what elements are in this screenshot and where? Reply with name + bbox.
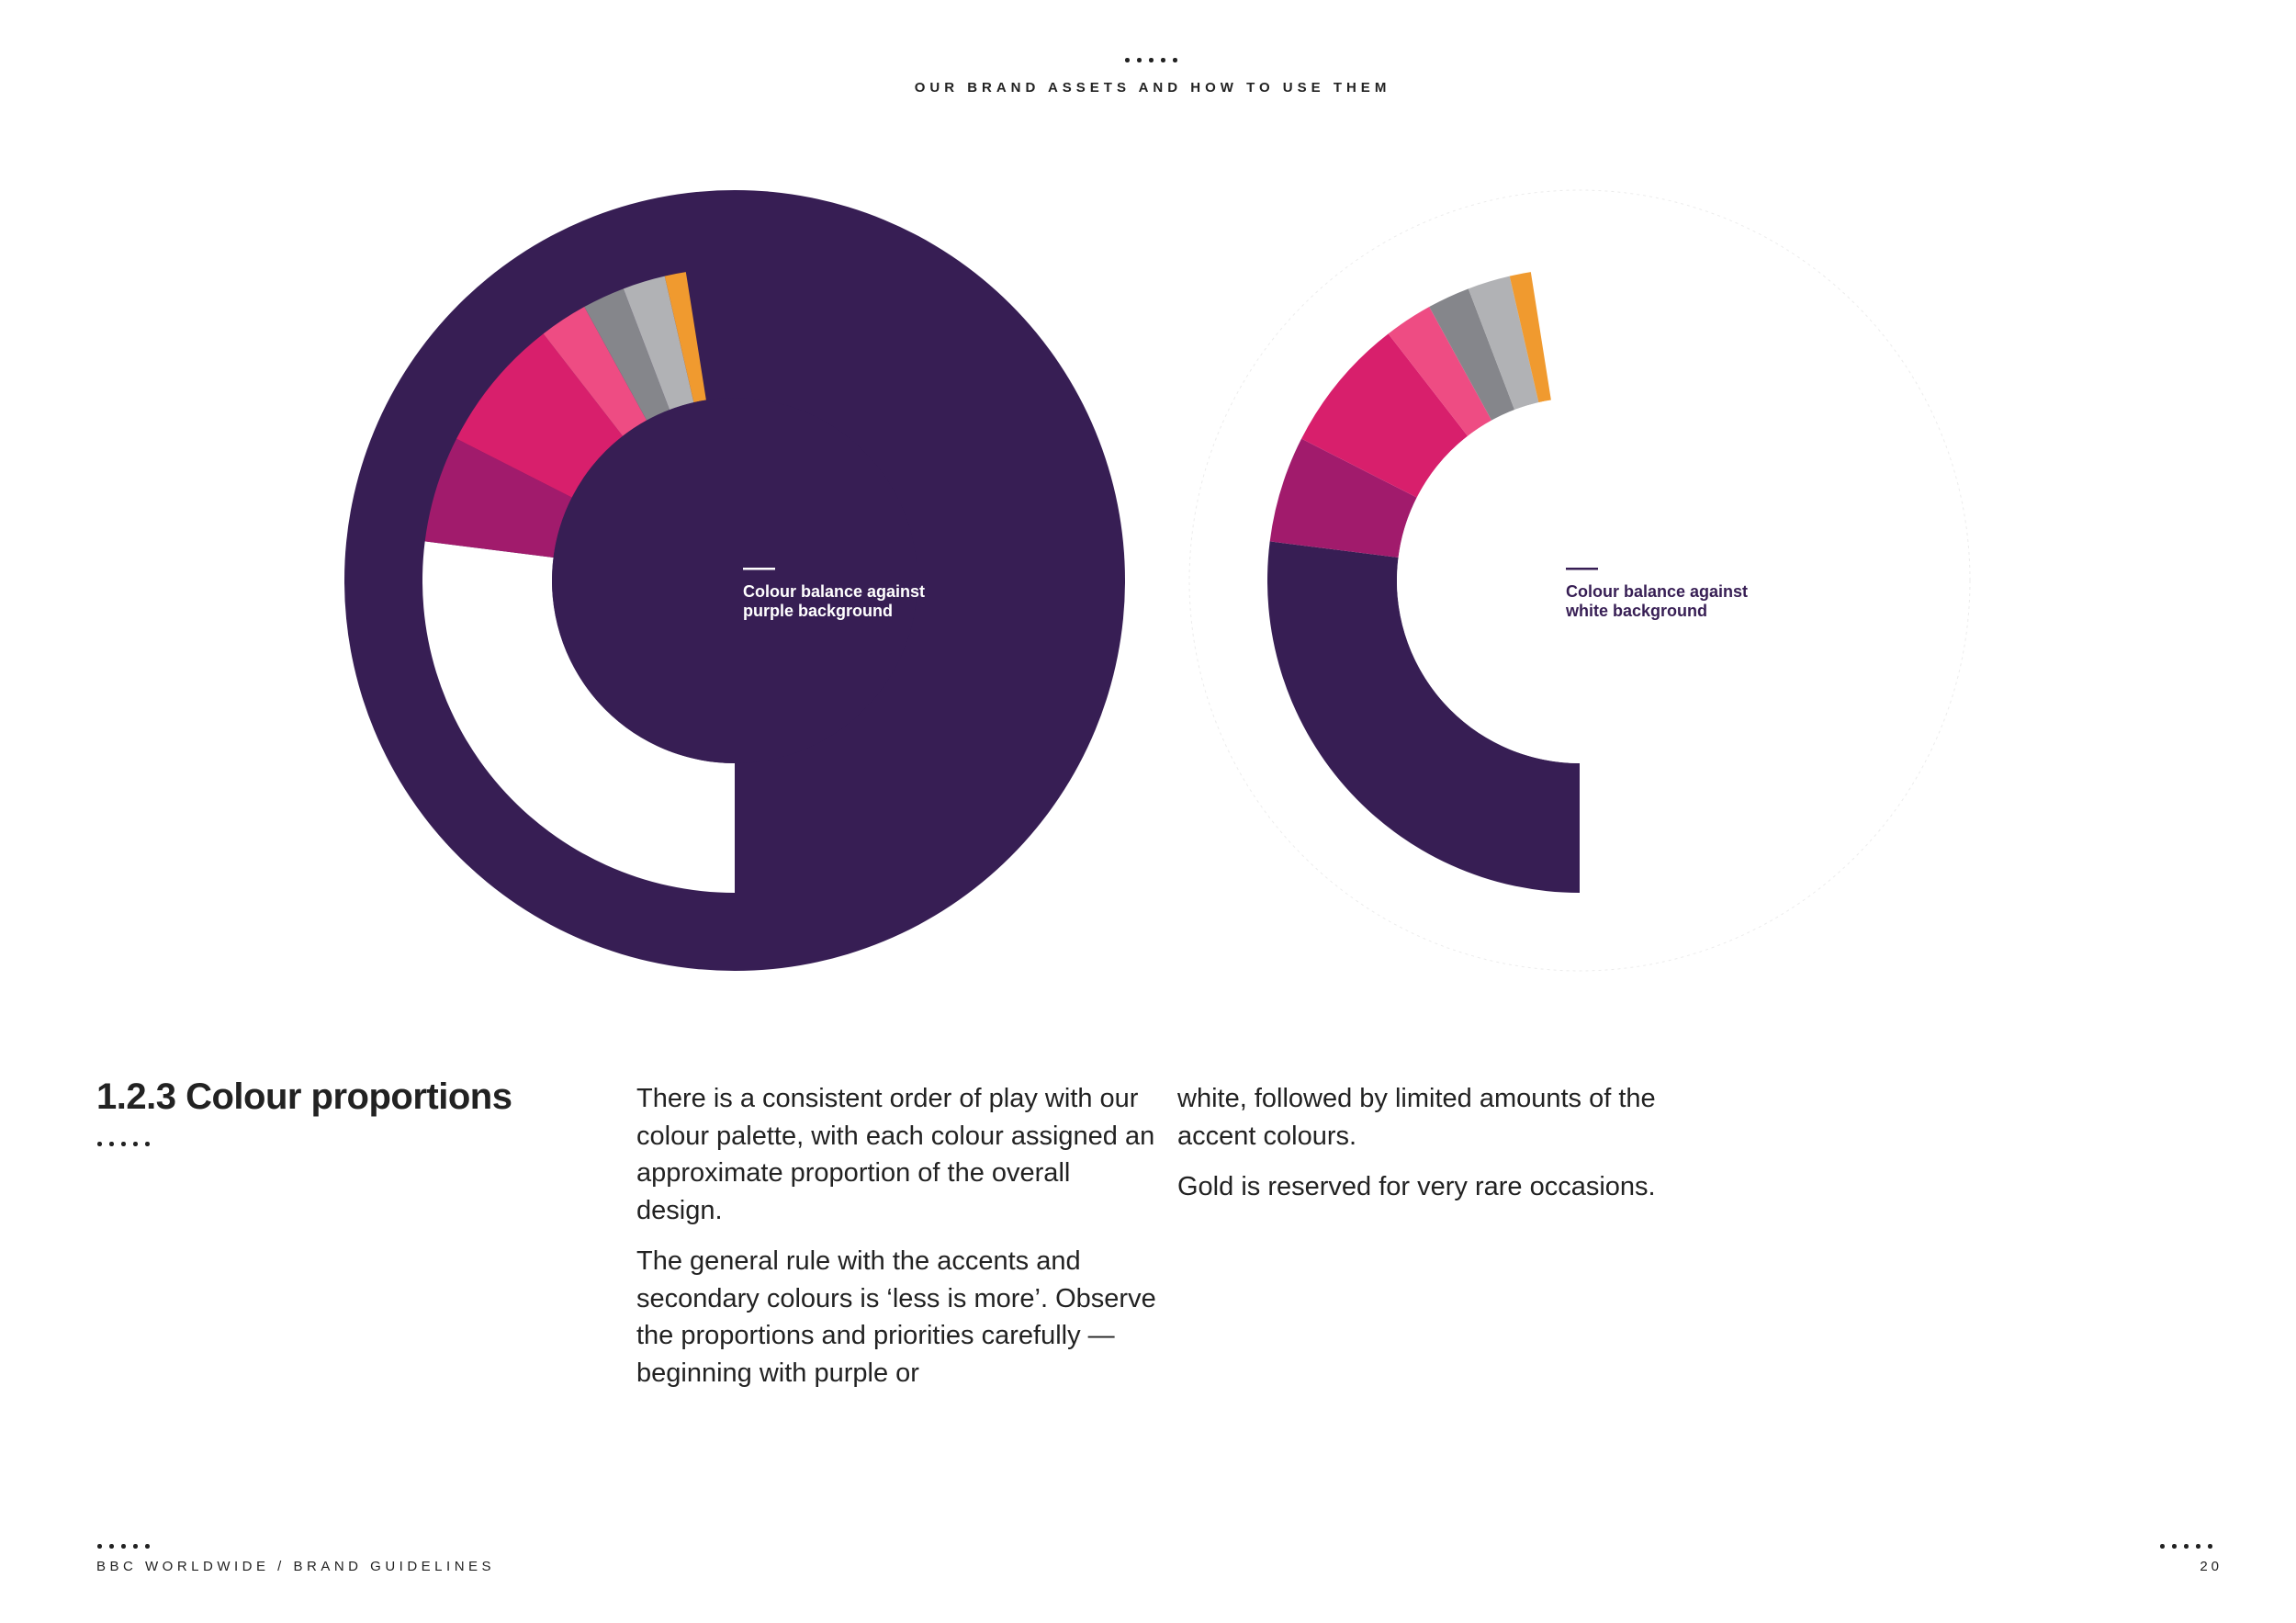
chart-white-background: Colour balance against white background [1188,189,1971,972]
caption-rule [1566,568,1598,570]
header-dots [1125,58,1177,62]
chart-purple-background: Colour balance against purple background [344,190,1125,971]
chart-segment-pink [543,307,647,436]
body-paragraph: The general rule with the accents and se… [636,1246,1156,1388]
chart-segment-plum [424,438,572,558]
colour-proportion-charts: Colour balance against purple background… [344,189,1971,972]
chart-segment-white [422,541,735,893]
caption-rule [743,568,775,570]
chart-caption-line1: Colour balance against [743,582,925,601]
chart-caption-line2: purple background [743,602,893,620]
chart-caption-line1: Colour balance against [1566,582,1748,601]
footer-dots-right [2160,1544,2212,1549]
chart-segment-light-grey [1468,276,1539,411]
body-paragraph: Gold is reserved for very rare occasions… [1177,1172,1656,1201]
chart-caption-line2: white background [1565,602,1707,620]
section-title: 1.2.3 Colour proportions [96,1076,512,1117]
section-title-dots [97,1142,150,1146]
chart-segment-dark-grey [1429,288,1515,421]
footer-dots-left [97,1544,150,1549]
chart-segment-purple [1267,541,1580,893]
chart-segments [1267,272,1580,893]
chart-segment-magenta [456,333,624,498]
body-column-1: There is a consistent order of play with… [636,1080,1160,1405]
chart-segment-magenta [1301,333,1469,498]
chart-segment-gold [1509,272,1551,403]
body-paragraph: white, followed by limited amounts of th… [1177,1084,1656,1151]
chart-segment-light-grey [623,276,694,411]
body-column-2: white, followed by limited amounts of th… [1177,1080,1701,1220]
chart-inner-hole [1397,398,1762,763]
page-number: 20 [2200,1559,2223,1574]
chart-segments [422,272,735,893]
header-title: OUR BRAND ASSETS AND HOW TO USE THEM [914,80,1391,96]
chart-segment-plum [1269,438,1417,558]
chart-segment-gold [664,272,706,403]
body-paragraph: There is a consistent order of play with… [636,1084,1155,1225]
chart-inner-hole [552,398,917,763]
footer-brand-text: BBC WORLDWIDE / BRAND GUIDELINES [96,1559,496,1574]
chart-segment-pink [1388,307,1492,436]
chart-segment-dark-grey [584,288,670,421]
